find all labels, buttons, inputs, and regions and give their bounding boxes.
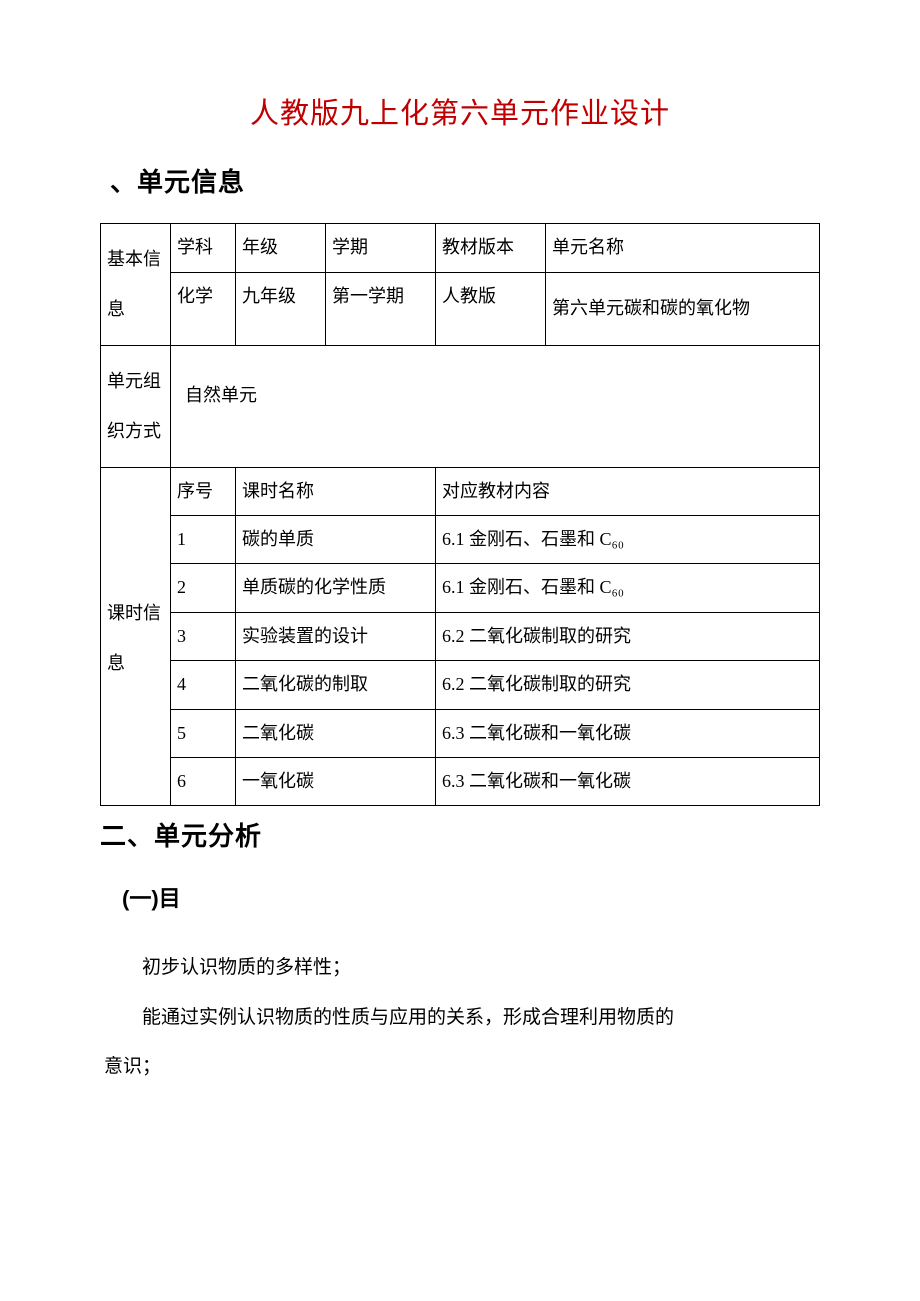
header-edition: 教材版本 xyxy=(436,224,546,273)
cell-content: 6.2 二氧化碳制取的研究 xyxy=(436,661,820,709)
section-2-heading: 二、单元分析 xyxy=(100,816,820,853)
cell-seq: 5 xyxy=(171,709,236,757)
lesson-info-label: 课时信息 xyxy=(101,467,171,806)
value-edition: 人教版 xyxy=(436,273,546,346)
cell-lesson-name: 一氧化碳 xyxy=(236,757,436,805)
header-unit-name: 单元名称 xyxy=(546,224,820,273)
table-row: 3 实验装置的设计 6.2 二氧化碳制取的研究 xyxy=(101,612,820,660)
cell-seq: 1 xyxy=(171,515,236,563)
cell-seq: 2 xyxy=(171,564,236,612)
cell-lesson-name: 实验装置的设计 xyxy=(236,612,436,660)
table-row: 5 二氧化碳 6.3 二氧化碳和一氧化碳 xyxy=(101,709,820,757)
header-semester: 学期 xyxy=(326,224,436,273)
cell-seq: 3 xyxy=(171,612,236,660)
cell-content: 6.2 二氧化碳制取的研究 xyxy=(436,612,820,660)
value-semester: 第一学期 xyxy=(326,273,436,346)
org-method-label: 单元组织方式 xyxy=(101,345,171,467)
cell-content: 6.1 金刚石、石墨和 C₆₀ xyxy=(436,564,820,612)
paragraph-1: 初步认识物质的多样性； xyxy=(100,943,820,992)
document-title: 人教版九上化第六单元作业设计 xyxy=(100,90,820,132)
cell-lesson-name: 碳的单质 xyxy=(236,515,436,563)
table-row: 1 碳的单质 6.1 金刚石、石墨和 C₆₀ xyxy=(101,515,820,563)
value-subject: 化学 xyxy=(171,273,236,346)
cell-seq: 4 xyxy=(171,661,236,709)
cell-content: 6.3 二氧化碳和一氧化碳 xyxy=(436,757,820,805)
cell-lesson-name: 二氧化碳 xyxy=(236,709,436,757)
subsection-heading: (一)目 xyxy=(100,881,820,913)
cell-lesson-name: 单质碳的化学性质 xyxy=(236,564,436,612)
header-lesson-name: 课时名称 xyxy=(236,467,436,515)
paragraph-2b: 意识； xyxy=(100,1042,820,1091)
header-subject: 学科 xyxy=(171,224,236,273)
cell-seq: 6 xyxy=(171,757,236,805)
header-grade: 年级 xyxy=(236,224,326,273)
table-row: 基本信息 学科 年级 学期 教材版本 单元名称 xyxy=(101,224,820,273)
table-row: 化学 九年级 第一学期 人教版 第六单元碳和碳的氧化物 xyxy=(101,273,820,346)
org-method-value: 自然单元 xyxy=(171,345,820,467)
cell-content: 6.1 金刚石、石墨和 C₆₀ xyxy=(436,515,820,563)
info-table: 基本信息 学科 年级 学期 教材版本 单元名称 化学 九年级 第一学期 人教版 … xyxy=(100,223,820,806)
table-row: 4 二氧化碳的制取 6.2 二氧化碳制取的研究 xyxy=(101,661,820,709)
cell-content: 6.3 二氧化碳和一氧化碳 xyxy=(436,709,820,757)
value-grade: 九年级 xyxy=(236,273,326,346)
table-row: 课时信息 序号 课时名称 对应教材内容 xyxy=(101,467,820,515)
paragraph-2a: 能通过实例认识物质的性质与应用的关系，形成合理利用物质的 xyxy=(100,993,820,1042)
table-row: 6 一氧化碳 6.3 二氧化碳和一氧化碳 xyxy=(101,757,820,805)
table-row: 2 单质碳的化学性质 6.1 金刚石、石墨和 C₆₀ xyxy=(101,564,820,612)
table-row: 单元组织方式 自然单元 xyxy=(101,345,820,467)
basic-info-label: 基本信息 xyxy=(101,224,171,346)
section-1-heading: 、单元信息 xyxy=(100,162,820,199)
value-unit-name: 第六单元碳和碳的氧化物 xyxy=(546,273,820,346)
header-seq: 序号 xyxy=(171,467,236,515)
header-content: 对应教材内容 xyxy=(436,467,820,515)
cell-lesson-name: 二氧化碳的制取 xyxy=(236,661,436,709)
